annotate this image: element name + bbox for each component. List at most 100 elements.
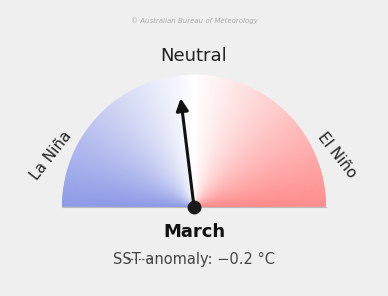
Wedge shape: [194, 155, 315, 207]
Wedge shape: [194, 78, 222, 207]
Wedge shape: [194, 194, 325, 207]
Wedge shape: [194, 106, 279, 207]
Wedge shape: [64, 181, 194, 207]
Text: © Australian Bureau of Meteorology: © Australian Bureau of Meteorology: [131, 17, 257, 24]
Wedge shape: [194, 118, 293, 207]
Wedge shape: [194, 78, 222, 207]
Wedge shape: [92, 122, 194, 207]
Wedge shape: [135, 88, 194, 207]
Wedge shape: [78, 144, 194, 207]
Wedge shape: [102, 112, 194, 207]
Wedge shape: [97, 117, 194, 207]
Wedge shape: [194, 99, 271, 207]
Wedge shape: [194, 171, 321, 207]
Wedge shape: [94, 120, 194, 207]
Wedge shape: [194, 117, 291, 207]
Wedge shape: [177, 76, 194, 207]
Wedge shape: [194, 78, 223, 207]
Wedge shape: [151, 82, 194, 207]
Wedge shape: [64, 188, 194, 207]
Wedge shape: [147, 83, 194, 207]
Wedge shape: [93, 121, 194, 207]
Wedge shape: [194, 96, 267, 207]
Wedge shape: [194, 88, 253, 207]
Wedge shape: [66, 174, 194, 207]
Wedge shape: [194, 165, 319, 207]
Wedge shape: [194, 150, 313, 207]
Wedge shape: [194, 160, 317, 207]
Wedge shape: [194, 110, 285, 207]
Wedge shape: [194, 116, 290, 207]
Wedge shape: [179, 76, 194, 207]
Wedge shape: [90, 125, 194, 207]
Wedge shape: [194, 81, 234, 207]
Wedge shape: [194, 128, 300, 207]
Wedge shape: [194, 196, 325, 207]
Wedge shape: [194, 170, 321, 207]
Wedge shape: [194, 102, 274, 207]
Wedge shape: [66, 177, 194, 207]
Wedge shape: [123, 95, 194, 207]
Wedge shape: [194, 160, 318, 207]
Wedge shape: [80, 141, 194, 207]
Wedge shape: [194, 174, 322, 207]
Wedge shape: [161, 79, 194, 207]
Wedge shape: [194, 98, 270, 207]
Wedge shape: [116, 100, 194, 207]
Wedge shape: [194, 204, 326, 207]
Wedge shape: [62, 199, 194, 207]
Wedge shape: [165, 78, 194, 207]
Wedge shape: [68, 166, 194, 207]
Wedge shape: [194, 133, 304, 207]
Wedge shape: [194, 193, 325, 207]
Wedge shape: [73, 154, 194, 207]
Wedge shape: [65, 180, 194, 207]
Wedge shape: [194, 157, 317, 207]
Wedge shape: [109, 105, 194, 207]
Wedge shape: [194, 94, 263, 207]
Wedge shape: [194, 148, 312, 207]
Wedge shape: [66, 176, 194, 207]
Wedge shape: [185, 75, 194, 207]
Wedge shape: [194, 95, 265, 207]
Wedge shape: [194, 75, 203, 207]
Wedge shape: [194, 187, 324, 207]
Wedge shape: [68, 167, 194, 207]
Wedge shape: [194, 141, 308, 207]
Wedge shape: [84, 134, 194, 207]
Wedge shape: [194, 156, 316, 207]
Wedge shape: [150, 82, 194, 207]
Wedge shape: [64, 185, 194, 207]
Wedge shape: [194, 183, 324, 207]
Wedge shape: [194, 195, 325, 207]
Wedge shape: [194, 112, 286, 207]
Wedge shape: [69, 163, 194, 207]
Wedge shape: [194, 201, 326, 207]
Wedge shape: [194, 192, 325, 207]
Wedge shape: [194, 162, 318, 207]
Wedge shape: [194, 200, 326, 207]
Wedge shape: [96, 118, 194, 207]
Wedge shape: [171, 77, 194, 207]
Wedge shape: [194, 96, 266, 207]
Wedge shape: [73, 155, 194, 207]
Wedge shape: [194, 185, 324, 207]
Wedge shape: [184, 75, 194, 207]
Wedge shape: [134, 89, 194, 207]
Wedge shape: [194, 203, 326, 207]
Wedge shape: [194, 99, 270, 207]
Wedge shape: [120, 97, 194, 207]
Wedge shape: [110, 104, 194, 207]
Wedge shape: [194, 119, 293, 207]
Wedge shape: [194, 79, 229, 207]
Wedge shape: [78, 143, 194, 207]
Wedge shape: [194, 76, 215, 207]
Wedge shape: [194, 122, 296, 207]
Wedge shape: [69, 164, 194, 207]
Wedge shape: [194, 81, 232, 207]
Wedge shape: [194, 164, 319, 207]
Wedge shape: [186, 75, 194, 207]
Wedge shape: [194, 75, 200, 207]
Wedge shape: [194, 103, 276, 207]
Wedge shape: [114, 102, 194, 207]
